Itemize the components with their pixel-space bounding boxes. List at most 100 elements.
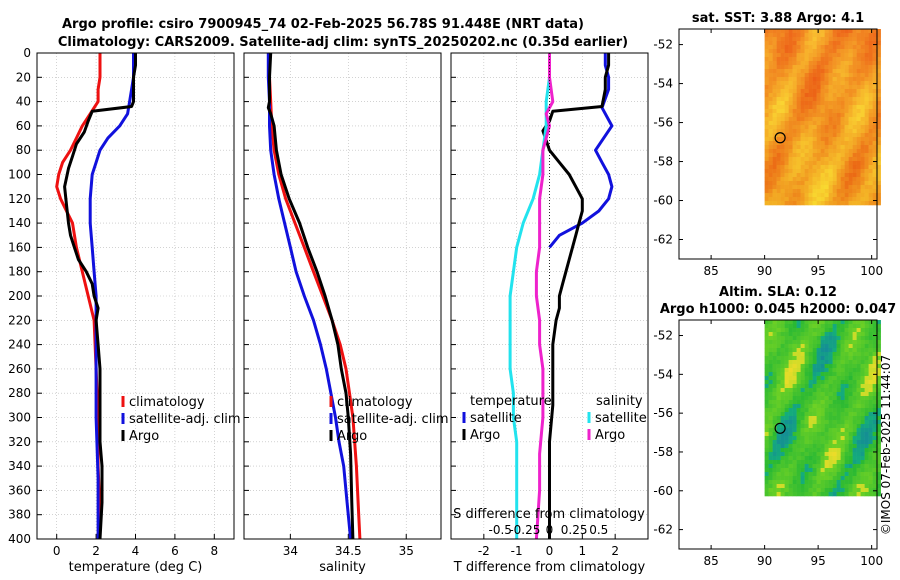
heat-cell — [848, 73, 853, 78]
heat-cell — [840, 392, 845, 397]
heat-cell — [812, 193, 817, 198]
heat-cell — [836, 460, 841, 465]
heat-cell — [780, 412, 785, 417]
heat-cell — [784, 145, 789, 150]
heat-cell — [876, 113, 881, 118]
heat-cell — [824, 65, 829, 70]
heat-cell — [804, 165, 809, 170]
heat-cell — [860, 392, 865, 397]
heat-cell — [864, 492, 869, 497]
heat-cell — [796, 77, 801, 82]
heat-cell — [808, 29, 813, 34]
heat-cell — [792, 201, 797, 206]
heat-cell — [776, 436, 781, 441]
heat-cell — [876, 85, 881, 90]
heat-cell — [840, 344, 845, 349]
heat-cell — [864, 448, 869, 453]
heat-cell — [776, 173, 781, 178]
heat-cell — [860, 480, 865, 485]
heat-cell — [772, 372, 777, 377]
heat-cell — [776, 336, 781, 341]
heat-cell — [860, 185, 865, 190]
heat-cell — [772, 480, 777, 485]
heat-cell — [788, 436, 793, 441]
heat-cell — [780, 400, 785, 405]
heat-cell — [772, 29, 777, 34]
heat-cell — [812, 37, 817, 42]
heat-cell — [872, 388, 877, 393]
heat-cell — [784, 113, 789, 118]
heat-cell — [772, 428, 777, 433]
heat-cell — [780, 488, 785, 493]
heat-cell — [792, 372, 797, 377]
heat-cell — [860, 488, 865, 493]
heat-cell — [840, 121, 845, 126]
heat-cell — [848, 193, 853, 198]
heat-cell — [868, 81, 873, 86]
heat-cell — [820, 121, 825, 126]
heat-cell — [768, 53, 773, 58]
heat-cell — [836, 129, 841, 134]
heat-cell — [836, 189, 841, 194]
heat-cell — [808, 332, 813, 337]
heat-cell — [772, 173, 777, 178]
heat-cell — [856, 368, 861, 373]
heat-cell — [784, 476, 789, 481]
heat-cell — [860, 376, 865, 381]
heat-cell — [852, 368, 857, 373]
heat-cell — [828, 476, 833, 481]
heat-cell — [796, 368, 801, 373]
heat-cell — [792, 193, 797, 198]
heat-cell — [872, 101, 877, 106]
heat-cell — [764, 384, 769, 389]
series-t-argo — [541, 53, 611, 539]
heat-cell — [820, 408, 825, 413]
heat-cell — [788, 468, 793, 473]
heat-cell — [868, 45, 873, 50]
heat-cell — [832, 189, 837, 194]
heat-cell — [840, 356, 845, 361]
heat-cell — [800, 336, 805, 341]
heat-cell — [856, 181, 861, 186]
heat-cell — [772, 93, 777, 98]
heat-cell — [800, 452, 805, 457]
heat-cell — [816, 424, 821, 429]
heat-cell — [832, 137, 837, 142]
heat-cell — [868, 340, 873, 345]
heat-cell — [860, 328, 865, 333]
heat-cell — [776, 185, 781, 190]
heat-cell — [796, 468, 801, 473]
heat-cell — [808, 476, 813, 481]
heat-cell — [852, 324, 857, 329]
heat-cell — [828, 332, 833, 337]
heat-cell — [768, 412, 773, 417]
y-tick-label: 240 — [8, 338, 31, 352]
heat-cell — [768, 41, 773, 46]
heat-cell — [776, 368, 781, 373]
heat-cell — [764, 388, 769, 393]
heat-cell — [864, 101, 869, 106]
heat-cell — [784, 201, 789, 206]
heat-cell — [872, 364, 877, 369]
heat-cell — [768, 476, 773, 481]
heat-cell — [808, 484, 813, 489]
heat-cell — [788, 456, 793, 461]
heat-cell — [788, 400, 793, 405]
heat-cell — [788, 97, 793, 102]
heat-cell — [844, 404, 849, 409]
heat-cell — [804, 41, 809, 46]
heat-cell — [808, 492, 813, 497]
heat-cell — [780, 165, 785, 170]
heat-cell — [816, 113, 821, 118]
heat-cell — [800, 65, 805, 70]
heat-cell — [872, 336, 877, 341]
heat-cell — [800, 109, 805, 114]
heat-cell — [800, 344, 805, 349]
heat-cell — [792, 153, 797, 158]
heat-cell — [868, 376, 873, 381]
heat-cell — [824, 384, 829, 389]
map-frame — [678, 28, 878, 260]
heat-cell — [804, 352, 809, 357]
heat-cell — [796, 420, 801, 425]
heat-cell — [824, 53, 829, 58]
